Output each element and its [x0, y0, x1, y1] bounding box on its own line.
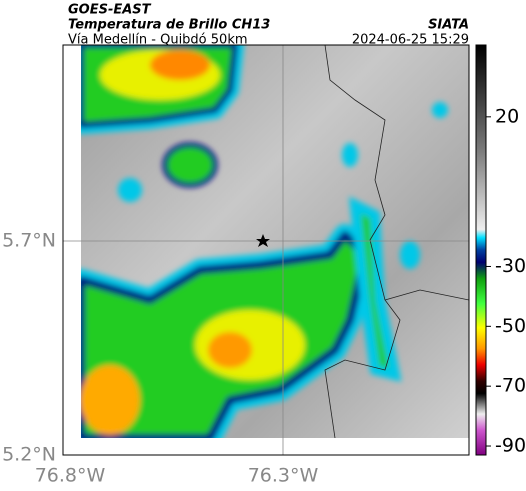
satellite-image [81, 45, 469, 438]
datetime: 2024-06-25 15:29 [352, 33, 469, 48]
title: Temperatura de Brillo CH13 [68, 18, 270, 33]
agency: SIATA [428, 18, 469, 33]
border [384, 289, 469, 301]
lon-label: 76.8°W [35, 465, 106, 487]
colorbar-tick-label: -50 [495, 315, 526, 337]
cold-core [150, 50, 210, 80]
lat-label: 5.7°N [2, 230, 56, 252]
cloud-cell [349, 196, 402, 382]
cloud-cell [342, 143, 358, 167]
colorbar [475, 44, 487, 456]
colorbar-tick-label: -70 [495, 375, 526, 397]
colorbar-tick-label: -30 [495, 255, 526, 277]
cold-core [81, 365, 140, 435]
subtitle: Vía Medellín - Quibdó 50km [68, 33, 248, 48]
cloud-cell [162, 142, 218, 188]
lon-label: 76.3°W [248, 465, 319, 487]
cloud-cell [432, 102, 448, 118]
border [324, 45, 401, 438]
source: GOES-EAST [68, 3, 152, 18]
cloud-blobs [81, 45, 448, 438]
colorbar-tick-label: 20 [495, 105, 519, 127]
colorbar-tick-label: -90 [495, 435, 526, 457]
cold-core [208, 332, 252, 368]
cloud-cell [118, 178, 142, 202]
lat-label: 5.2°N [2, 444, 56, 466]
location-marker [256, 234, 270, 247]
map-frame [62, 44, 470, 456]
cloud-cell [400, 241, 420, 269]
